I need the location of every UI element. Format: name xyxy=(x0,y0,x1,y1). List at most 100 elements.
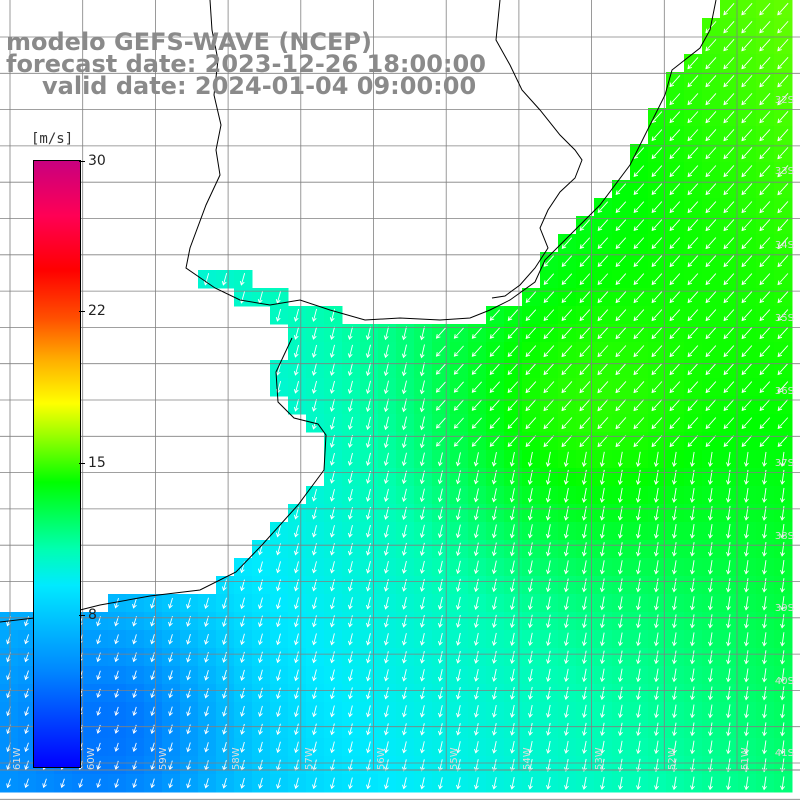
wind-arrow xyxy=(581,614,587,629)
wind-arrow xyxy=(132,760,137,771)
wind-arrow xyxy=(690,614,695,629)
wind-arrow xyxy=(669,309,681,322)
wind-arrow xyxy=(669,183,681,196)
wind-arrow xyxy=(168,706,173,717)
wind-arrow xyxy=(651,255,663,268)
wind-arrow xyxy=(615,219,627,231)
wind-arrow xyxy=(474,741,479,754)
wind-arrow xyxy=(671,542,677,557)
wind-arrow xyxy=(599,560,605,575)
wind-arrow xyxy=(726,758,731,773)
wind-arrow xyxy=(617,487,623,503)
wind-arrow xyxy=(365,380,371,395)
wind-arrow xyxy=(762,542,767,557)
wind-arrow xyxy=(24,670,29,681)
wind-arrow xyxy=(672,596,677,611)
wind-arrow xyxy=(669,201,681,214)
lon-label: 58W xyxy=(231,747,242,770)
wind-arrow xyxy=(777,309,789,322)
wind-arrow xyxy=(401,578,407,592)
wind-arrow xyxy=(759,237,771,250)
wind-arrow xyxy=(579,435,591,448)
wind-arrow xyxy=(365,416,371,431)
wind-arrow xyxy=(275,525,281,538)
wind-arrow xyxy=(599,578,605,593)
wind-arrow xyxy=(726,596,731,611)
wind-arrow xyxy=(597,237,609,249)
wind-arrow xyxy=(96,706,102,716)
lon-label: 54W xyxy=(522,747,533,770)
wind-arrow xyxy=(492,704,497,718)
wind-arrow xyxy=(525,417,537,430)
wind-arrow xyxy=(705,57,717,70)
wind-arrow xyxy=(741,399,753,412)
wind-arrow xyxy=(545,614,551,629)
wind-arrow xyxy=(132,742,138,752)
wind-arrow xyxy=(222,742,227,753)
wind-arrow xyxy=(633,201,645,214)
wind-arrow xyxy=(654,632,659,647)
wind-arrow xyxy=(561,345,573,358)
wind-arrow xyxy=(437,524,443,539)
wind-arrow xyxy=(329,344,335,358)
wind-arrow xyxy=(615,183,627,195)
wind-arrow xyxy=(383,669,389,682)
wind-arrow xyxy=(741,93,753,106)
wind-arrow xyxy=(329,326,335,340)
wind-arrow xyxy=(597,201,609,213)
wind-arrow xyxy=(780,505,785,521)
wind-arrow xyxy=(651,201,663,214)
wind-arrow xyxy=(419,578,425,592)
wind-arrow xyxy=(419,398,425,413)
wind-arrow xyxy=(617,614,623,629)
wind-arrow xyxy=(383,488,389,502)
wind-arrow xyxy=(705,381,717,394)
wind-arrow xyxy=(672,776,677,791)
wind-arrow xyxy=(600,704,605,719)
wind-arrow xyxy=(455,668,461,682)
wind-arrow xyxy=(366,777,371,790)
lat-label: 41S xyxy=(774,748,794,759)
wind-arrow xyxy=(438,777,443,790)
wind-arrow xyxy=(669,75,681,88)
wind-arrow xyxy=(420,687,425,700)
wind-arrow xyxy=(635,578,641,593)
wind-arrow xyxy=(597,273,609,286)
wind-arrow xyxy=(474,723,479,736)
wind-arrow xyxy=(759,147,771,160)
wind-arrow xyxy=(329,416,335,430)
wind-arrow xyxy=(777,93,789,106)
wind-arrow xyxy=(582,758,587,772)
wind-arrow xyxy=(114,742,120,752)
wind-arrow xyxy=(651,237,663,250)
wind-arrow xyxy=(618,686,623,701)
wind-arrow xyxy=(633,273,645,286)
wind-arrow xyxy=(311,344,317,358)
wind-arrow xyxy=(509,596,515,611)
wind-arrow xyxy=(347,615,353,628)
wind-arrow xyxy=(545,524,551,539)
wind-arrow xyxy=(365,398,371,413)
wind-arrow xyxy=(672,758,677,773)
wind-arrow xyxy=(150,742,155,753)
wind-arrow xyxy=(597,399,609,412)
wind-arrow xyxy=(186,670,191,681)
wind-arrow xyxy=(635,542,641,557)
wind-arrow xyxy=(329,633,335,646)
wind-arrow xyxy=(186,706,191,717)
wind-arrow xyxy=(762,487,767,503)
wind-arrow xyxy=(276,633,281,646)
wind-arrow xyxy=(726,650,731,665)
wind-arrow xyxy=(741,165,753,178)
wind-arrow xyxy=(275,308,282,322)
wind-arrow xyxy=(671,560,677,575)
wind-arrow xyxy=(456,687,461,700)
wind-arrow xyxy=(564,776,569,790)
wind-arrow xyxy=(471,345,482,357)
wind-arrow xyxy=(690,776,695,791)
wind-arrow xyxy=(543,309,555,322)
wind-arrow xyxy=(762,596,767,611)
wind-arrow xyxy=(293,597,299,610)
wind-arrow xyxy=(525,399,537,412)
